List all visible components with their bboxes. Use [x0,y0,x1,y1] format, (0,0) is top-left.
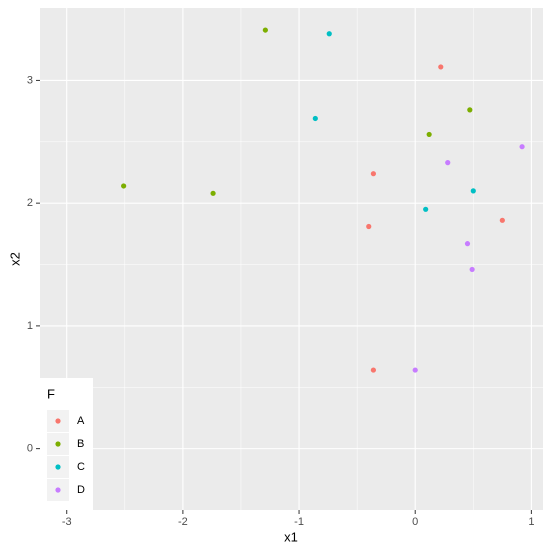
legend-marker [55,418,61,424]
point [366,223,372,230]
point [499,217,505,223]
y-axis-title: x2 [7,252,22,266]
panel [40,8,543,510]
legend-label: A [77,415,85,427]
x-tick-label: -3 [62,516,72,528]
x-tick-label: 1 [528,516,534,528]
point [470,188,476,194]
legend-label: D [77,484,85,496]
point [326,31,332,37]
y-tick-label: 0 [27,443,33,455]
point [426,131,432,138]
point [519,144,525,150]
point [467,107,473,113]
point [445,160,451,166]
x-axis-title: x1 [284,529,298,544]
x-tick-label: -2 [178,516,188,528]
point [438,64,444,70]
y-tick-label: 3 [27,74,33,86]
point [423,206,429,212]
legend-marker [55,464,61,470]
point [469,266,475,273]
legend-marker [55,441,61,447]
point [312,115,318,122]
y-tick-label: 2 [27,197,33,209]
point [412,367,418,373]
legend-marker [55,487,61,493]
point [121,183,127,189]
legend-title: F [47,386,55,401]
point [370,171,376,177]
x-tick-label: -1 [294,516,304,528]
legend-label: C [77,461,85,473]
point [262,27,268,33]
x-tick-label: 0 [412,516,418,528]
legend-label: B [77,438,84,450]
point [370,367,376,373]
point [210,190,216,196]
y-tick-label: 1 [27,320,33,332]
point [464,241,471,247]
